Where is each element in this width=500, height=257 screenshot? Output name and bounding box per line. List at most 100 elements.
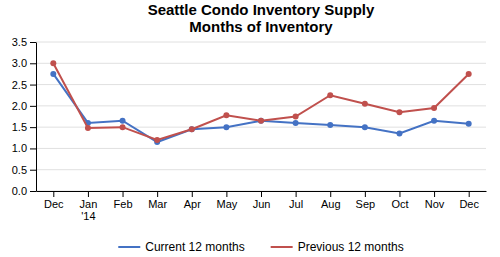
grid-line [36,42,486,43]
x-tick-mark [123,191,124,197]
point [223,124,229,130]
y-tick-label: 1.5 [12,121,27,133]
legend: Current 12 months Previous 12 months [118,240,403,254]
chart: Seattle Condo Inventory SupplyMonths of … [0,0,500,257]
y-tick: 3.5 [12,36,36,48]
point [258,118,264,124]
point [362,101,368,107]
grid-line [36,105,486,106]
x-tick-mark [157,191,158,197]
point [293,114,299,120]
point [258,118,264,124]
y-tick-label: 0.0 [12,185,27,197]
plot: 0.0 0.5 1.0 1.5 2.0 2.5 3.0 3.5 Dec Jan'14 Feb Mar A… [12,36,487,222]
x-tick-mark [469,191,470,197]
point [396,131,402,137]
y-tick: 2.0 [12,100,36,112]
y-tick-mark [30,85,36,86]
y-tick-mark [30,106,36,107]
x-tick-label: Sep [356,198,376,210]
grid [36,42,486,191]
point [189,126,195,132]
point [327,92,333,98]
x-tick-mark [399,191,400,197]
x-tick-mark [365,191,366,197]
y-tick: 0.0 [12,185,36,197]
x-tick-label: Dec [459,198,479,210]
x-tick: Jul [289,191,303,210]
series-group [50,60,471,145]
grid-line [36,169,486,170]
legend-label: Previous 12 months [298,240,404,254]
point [431,105,437,111]
y-tick-mark [30,42,36,43]
y-tick-label: 1.0 [12,142,27,154]
series-line [53,63,468,140]
x-tick-mark [192,191,193,197]
x-tick: Sep [356,191,376,210]
subtitle: Months of Inventory [189,18,333,35]
y-tick-mark [30,127,36,128]
x-tick-label: Dec [44,198,64,210]
x-tick-mark [296,191,297,197]
point [50,71,56,77]
x-tick: May [216,191,237,210]
y-tick-mark [30,170,36,171]
series-line [53,74,468,142]
y-tick: 3.0 [12,57,36,69]
point [223,112,229,118]
legend-label: Current 12 months [145,240,244,254]
x-tick-mark [226,191,227,197]
x-tick: Mar [148,191,167,210]
x-tick: Dec [44,191,64,210]
y-tick-label: 3.5 [12,36,27,48]
x-tick-label: Mar [148,198,167,210]
x-tick: Dec [459,191,479,210]
x-tick-label: Apr [184,198,201,210]
x-tick-label: Jan'14 [80,198,98,222]
point [327,122,333,128]
y-tick: 2.5 [12,79,36,91]
point [362,124,368,130]
point [466,121,472,127]
y-tick: 1.5 [12,121,36,133]
x-tick: Oct [391,191,408,210]
x-tick-label: Nov [425,198,445,210]
point [85,125,91,131]
x-tick: Feb [114,191,133,210]
point [466,71,472,77]
point [189,126,195,132]
x-tick-mark [330,191,331,197]
y-tick-mark [30,148,36,149]
y-tick-mark [30,63,36,64]
point [293,120,299,126]
legend-item: Previous 12 months [271,240,404,254]
x-tick: Jan'14 [80,191,98,222]
y-tick: 0.5 [12,164,36,176]
x-tick-label: Oct [391,198,408,210]
point [154,137,160,143]
x-tick-label: Jun [253,198,271,210]
x-tick: Apr [184,191,201,210]
x-tick-mark [53,191,54,197]
y-tick-label: 2.5 [12,79,27,91]
y-tick-mark [30,191,36,192]
x-tick: Aug [321,191,341,210]
point [120,124,126,130]
x-tick-mark [261,191,262,197]
x-tick-mark [434,191,435,197]
point [50,60,56,66]
grid-line [36,63,486,64]
grid-line [36,148,486,149]
grid-line [36,84,486,85]
x-tick: Jun [253,191,271,210]
legend-item: Current 12 months [118,240,244,254]
point [431,118,437,124]
point [120,118,126,124]
legend-swatch [118,246,140,248]
legend-swatch [271,246,293,248]
title: Seattle Condo Inventory Supply [148,1,375,18]
y-tick: 1.0 [12,142,36,154]
x-tick-label: Feb [114,198,133,210]
y-tick-label: 3.0 [12,57,27,69]
